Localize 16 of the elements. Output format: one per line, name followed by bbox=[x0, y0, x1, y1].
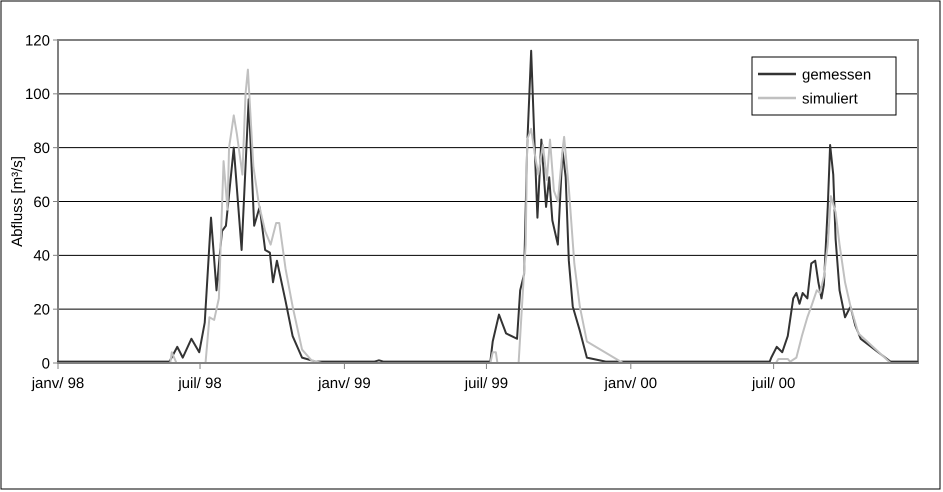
x-tick-label: juil/ 98 bbox=[177, 375, 222, 392]
x-tick-label: juil/ 99 bbox=[464, 375, 508, 392]
x-tick-label: janv/ 99 bbox=[317, 375, 371, 392]
y-tick-label: 120 bbox=[24, 32, 50, 50]
x-tick-label: janv/ 98 bbox=[30, 375, 84, 392]
y-axis-title: Abfluss [m³/s] bbox=[9, 156, 26, 247]
y-tick-label: 80 bbox=[33, 140, 50, 157]
y-tick-label: 40 bbox=[33, 248, 50, 265]
y-tick-label: 60 bbox=[33, 194, 50, 211]
legend-label: gemessen bbox=[802, 66, 872, 84]
legend-label: simuliert bbox=[802, 90, 859, 108]
y-tick-label: 0 bbox=[42, 355, 50, 372]
x-tick-label: janv/ 00 bbox=[604, 375, 658, 392]
y-tick-label: 20 bbox=[33, 301, 50, 318]
x-tick-label: juil/ 00 bbox=[750, 375, 796, 392]
y-tick-label: 100 bbox=[24, 86, 50, 104]
